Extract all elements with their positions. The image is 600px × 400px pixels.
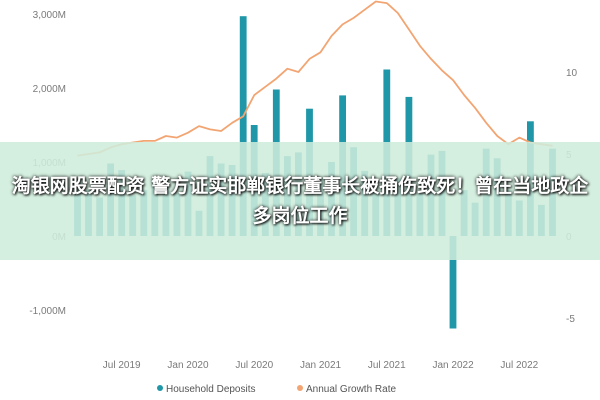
x-tick-label: Jan 2022 (432, 360, 474, 371)
x-tick-label: Jul 2020 (235, 360, 273, 371)
bar-household-deposits (239, 16, 247, 237)
legend-marker-household-deposits (157, 385, 163, 391)
x-tick-label: Jan 2021 (300, 360, 342, 371)
banner-headline: 淘银网股票配资 警方证实邯郸银行董事长被捅伤致死！曾在当地政企多岗位工作 (11, 175, 589, 227)
x-tick-label: Jan 2020 (167, 360, 209, 371)
legend-label-annual-growth-rate: Annual Growth Rate (306, 384, 396, 395)
line-annual-growth-rate (77, 0, 553, 157)
x-tick-label: Jul 2021 (368, 360, 406, 371)
y-left-tick-label: 2,000M (33, 84, 66, 95)
y-left-tick-label: -1,000M (29, 306, 66, 317)
bar-household-deposits (449, 236, 457, 329)
legend-label-household-deposits: Household Deposits (166, 384, 256, 395)
overlay-banner: 淘银网股票配资 警方证实邯郸银行董事长被捅伤致死！曾在当地政企多岗位工作 (0, 142, 600, 260)
legend-marker-annual-growth-rate (297, 385, 303, 391)
x-tick-label: Jul 2022 (500, 360, 538, 371)
y-right-tick-label: 10 (566, 68, 578, 79)
x-tick-label: Jul 2019 (103, 360, 141, 371)
y-left-tick-label: 3,000M (33, 10, 66, 21)
y-right-tick-label: -5 (566, 314, 575, 325)
